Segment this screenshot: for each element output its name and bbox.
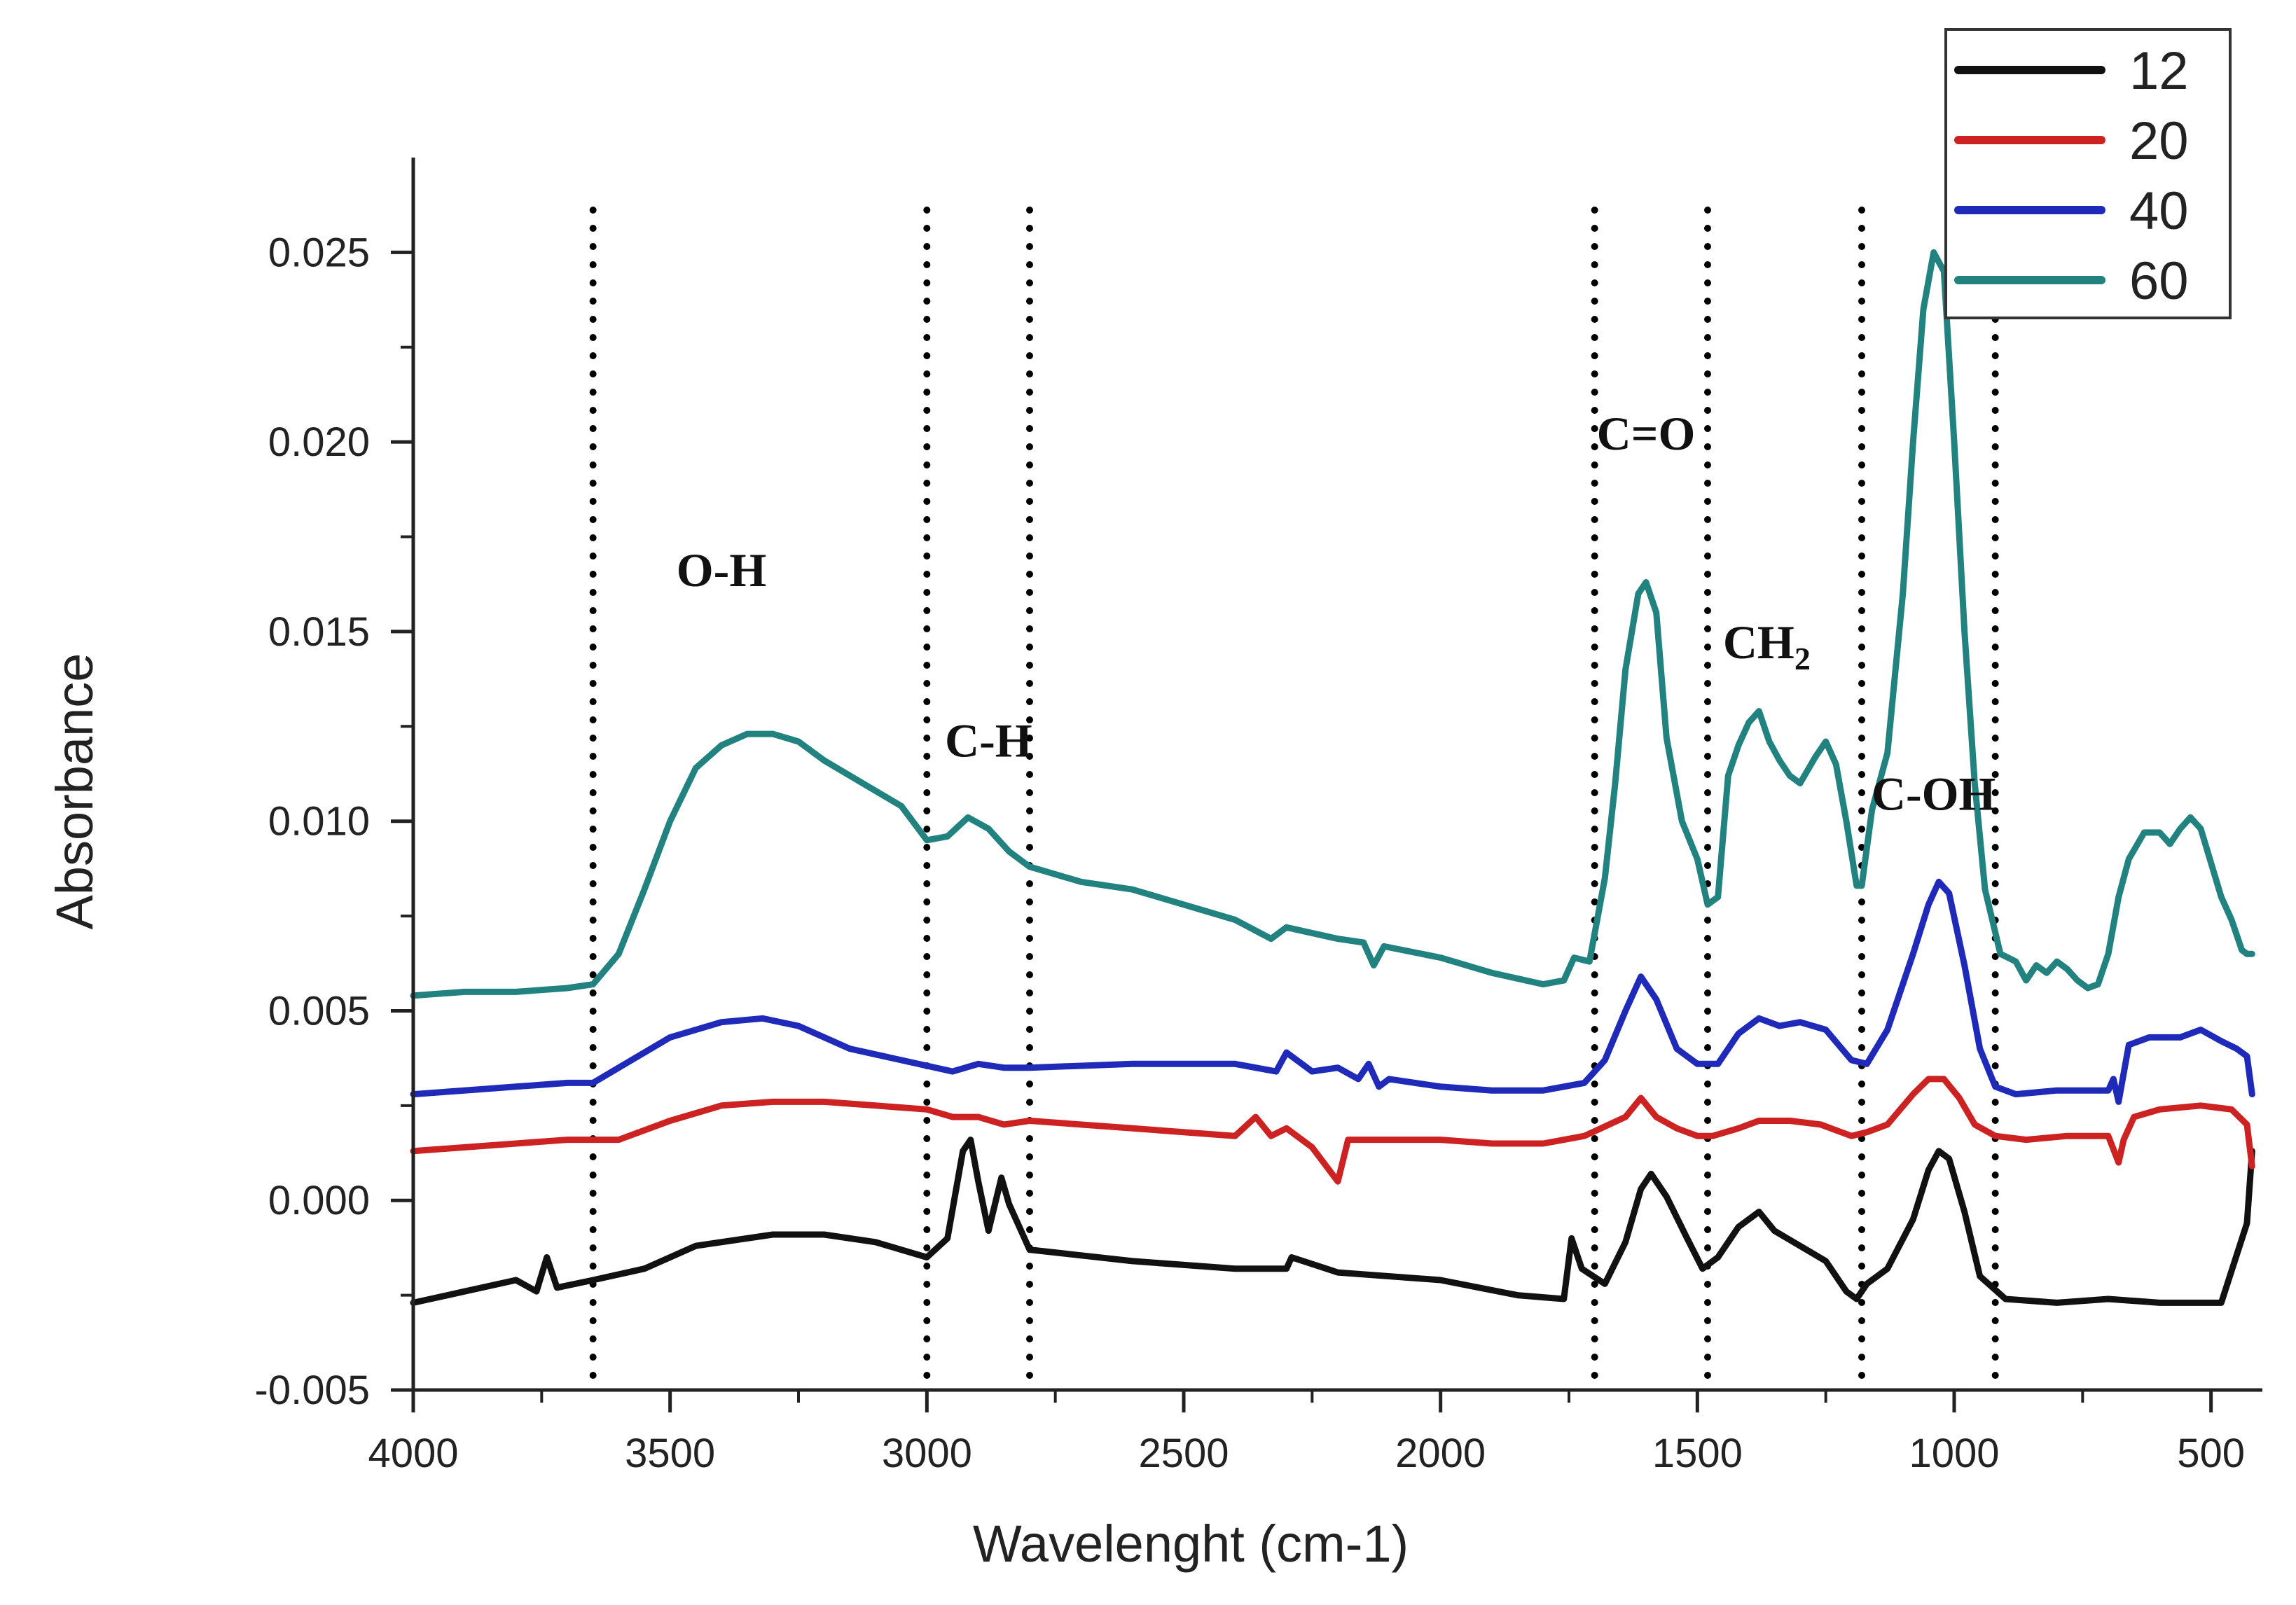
y-tick-label: 0.010 — [268, 799, 370, 845]
reference-lines — [589, 207, 1999, 1387]
x-tick-label: 3500 — [625, 1431, 715, 1476]
x-tick-label: 3000 — [882, 1431, 972, 1476]
series-line-20 — [410, 1076, 2255, 1185]
x-tick-label: 500 — [2177, 1431, 2245, 1476]
series-line-60 — [410, 249, 2255, 999]
y-tick-label: 0.015 — [268, 609, 370, 655]
x-tick-label: 4000 — [368, 1431, 458, 1476]
axes: -0.005 0.000 0.005 0.010 0.015 0.020 0.025 4000… — [255, 158, 2262, 1476]
series-line-40 — [410, 878, 2255, 1105]
y-tick-label: 0.025 — [268, 230, 370, 275]
legend-label-12: 12 — [2129, 41, 2189, 101]
annotation-label: C=O — [1597, 407, 1696, 460]
series-line-12 — [410, 1137, 2255, 1306]
x-tick-label: 1500 — [1652, 1431, 1743, 1476]
y-tick-label: 0.000 — [268, 1178, 370, 1223]
x-tick-label: 2000 — [1395, 1431, 1486, 1476]
x-tick-label: 1000 — [1909, 1431, 1999, 1476]
y-tick-label: 0.020 — [268, 419, 370, 465]
legend-label-60: 60 — [2129, 251, 2189, 311]
legend-box — [1944, 28, 2232, 319]
y-tick-label: -0.005 — [255, 1368, 370, 1413]
annotations: O-H C-H C=O CH2 C-OH — [677, 407, 1996, 820]
legend-label-20: 20 — [2129, 111, 2189, 171]
x-axis-title: Wavelenght (cm-1) — [973, 1515, 1409, 1573]
annotation-label: CH2 — [1723, 616, 1811, 676]
y-tick-label: 0.005 — [268, 988, 370, 1034]
legend-label-40: 40 — [2129, 181, 2189, 241]
y-axis-title: Absorbance — [46, 653, 104, 930]
legend: 12 20 40 60 — [1944, 28, 2232, 319]
annotation-label: C-OH — [1872, 767, 1996, 820]
x-tick-label: 2500 — [1138, 1431, 1229, 1476]
annotation-label: O-H — [677, 543, 766, 597]
annotation-label: C-H — [945, 714, 1032, 767]
series-group — [410, 249, 2255, 1306]
